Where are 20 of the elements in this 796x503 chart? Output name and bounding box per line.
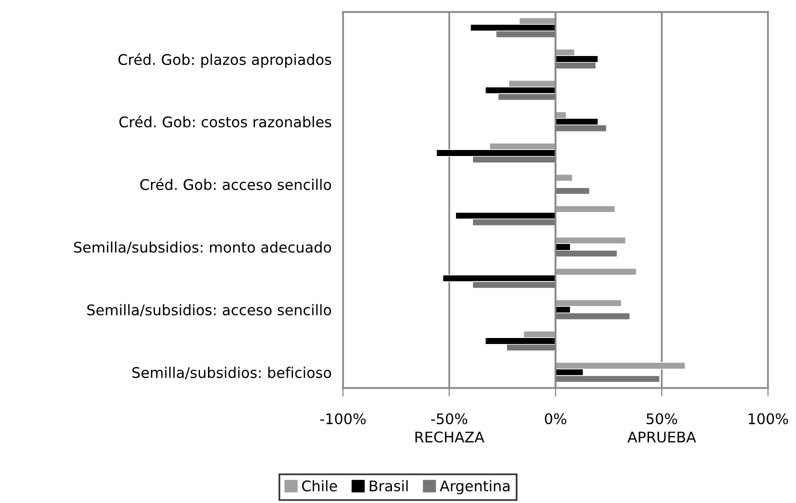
bar (555, 174, 573, 182)
x-tick-label: 0% (544, 413, 566, 424)
legend-label: Brasil (370, 480, 408, 492)
y-tick-label: Semilla/subsidios: beficioso (132, 366, 332, 380)
x-tick-label: -100% (320, 413, 366, 424)
x-tick-label: 100% (748, 413, 788, 424)
x-tick-label: -50% (431, 413, 468, 424)
y-tick-label: Créd. Gob: costos razonables (119, 116, 332, 128)
legend-label: Argentina (440, 480, 510, 494)
bar (555, 205, 616, 213)
y-tick-label: Semilla/subsidios: monto adecuado (74, 241, 332, 254)
y-tick-label: Semilla/subsidios: acceso sencillo (87, 304, 332, 317)
bar (555, 268, 637, 276)
text: RECHAZA (415, 431, 484, 443)
legend-label: Chile (302, 480, 337, 492)
bar (555, 187, 590, 195)
y-tick-label: Créd. Gob: acceso sencillo (140, 178, 332, 190)
y-tick-label: Créd. Gob: plazos apropiados (118, 53, 332, 68)
text: APRUEBA (627, 432, 696, 443)
x-tick-label: 50% (646, 413, 678, 424)
